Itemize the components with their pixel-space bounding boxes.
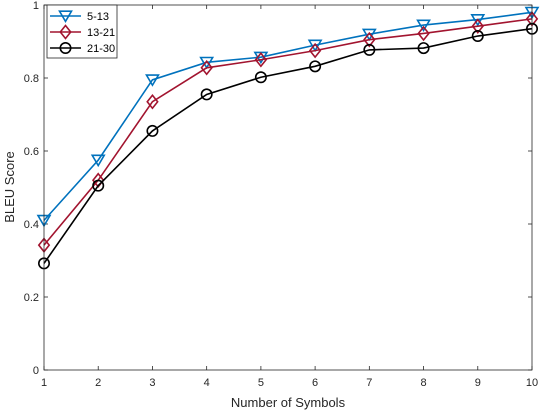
data-point (363, 43, 376, 56)
y-tick-label: 0.4 (24, 219, 39, 231)
x-tick-labels: 1 2 3 4 5 6 7 8 9 10 (41, 377, 538, 389)
x-tick-label: 10 (526, 377, 538, 389)
x-tick-label: 1 (41, 377, 47, 389)
legend-marker (58, 10, 73, 23)
y-tick-label: 0.6 (24, 146, 39, 158)
legend-label: 21-30 (87, 43, 115, 55)
data-point (363, 31, 376, 48)
series-line (43, 27, 533, 264)
series-layer (36, 6, 540, 270)
x-tick-label: 7 (366, 377, 372, 389)
data-point (416, 19, 431, 33)
x-tick-label: 5 (258, 377, 264, 389)
y-tick-label: 1 (33, 0, 39, 12)
data-point (309, 60, 322, 73)
x-tick-label: 9 (475, 377, 481, 389)
data-point (470, 14, 486, 27)
data-point (417, 42, 430, 55)
y-tick-labels: 0 0.2 0.4 0.6 0.8 1 (24, 0, 39, 377)
series-line (43, 11, 533, 221)
data-point (90, 154, 106, 168)
x-tick-label: 4 (204, 377, 210, 389)
y-tick-label: 0.8 (24, 73, 39, 85)
legend-marker (59, 24, 72, 40)
x-tick-label: 2 (95, 377, 101, 389)
y-axis-label: BLEU Score (2, 151, 17, 223)
data-point (200, 59, 213, 76)
data-point (254, 71, 267, 84)
data-point (417, 25, 430, 42)
series-line (43, 18, 533, 246)
data-point (146, 93, 159, 110)
data-point (200, 88, 213, 101)
plot-frame (43, 4, 533, 371)
legend: 5-13 13-21 21-30 (46, 4, 118, 59)
legend-entry: 13-21 (50, 24, 115, 40)
plot-area (44, 5, 532, 370)
legend-entry: 5-13 (50, 10, 109, 23)
legend-label: 5-13 (87, 11, 109, 23)
data-point (471, 30, 484, 43)
legend-marker (59, 41, 72, 54)
data-point (471, 18, 485, 34)
legend-label: 13-21 (87, 27, 115, 39)
x-tick-label: 3 (149, 377, 155, 389)
y-tick-label: 0.2 (24, 292, 39, 304)
x-tick-label: 6 (312, 377, 318, 389)
data-point (254, 51, 268, 68)
data-point (92, 179, 105, 192)
data-point (308, 42, 322, 59)
data-point (199, 56, 215, 70)
legend-entry: 21-30 (50, 41, 115, 55)
data-point (361, 28, 377, 42)
x-tick-label: 8 (420, 377, 426, 389)
x-axis-label: Number of Symbols (231, 395, 346, 410)
axis-ticks (43, 4, 533, 371)
data-point (146, 124, 159, 137)
series-13-21 (37, 11, 539, 253)
data-point (307, 39, 323, 53)
data-point (145, 74, 160, 87)
y-tick-label: 0 (33, 365, 39, 377)
